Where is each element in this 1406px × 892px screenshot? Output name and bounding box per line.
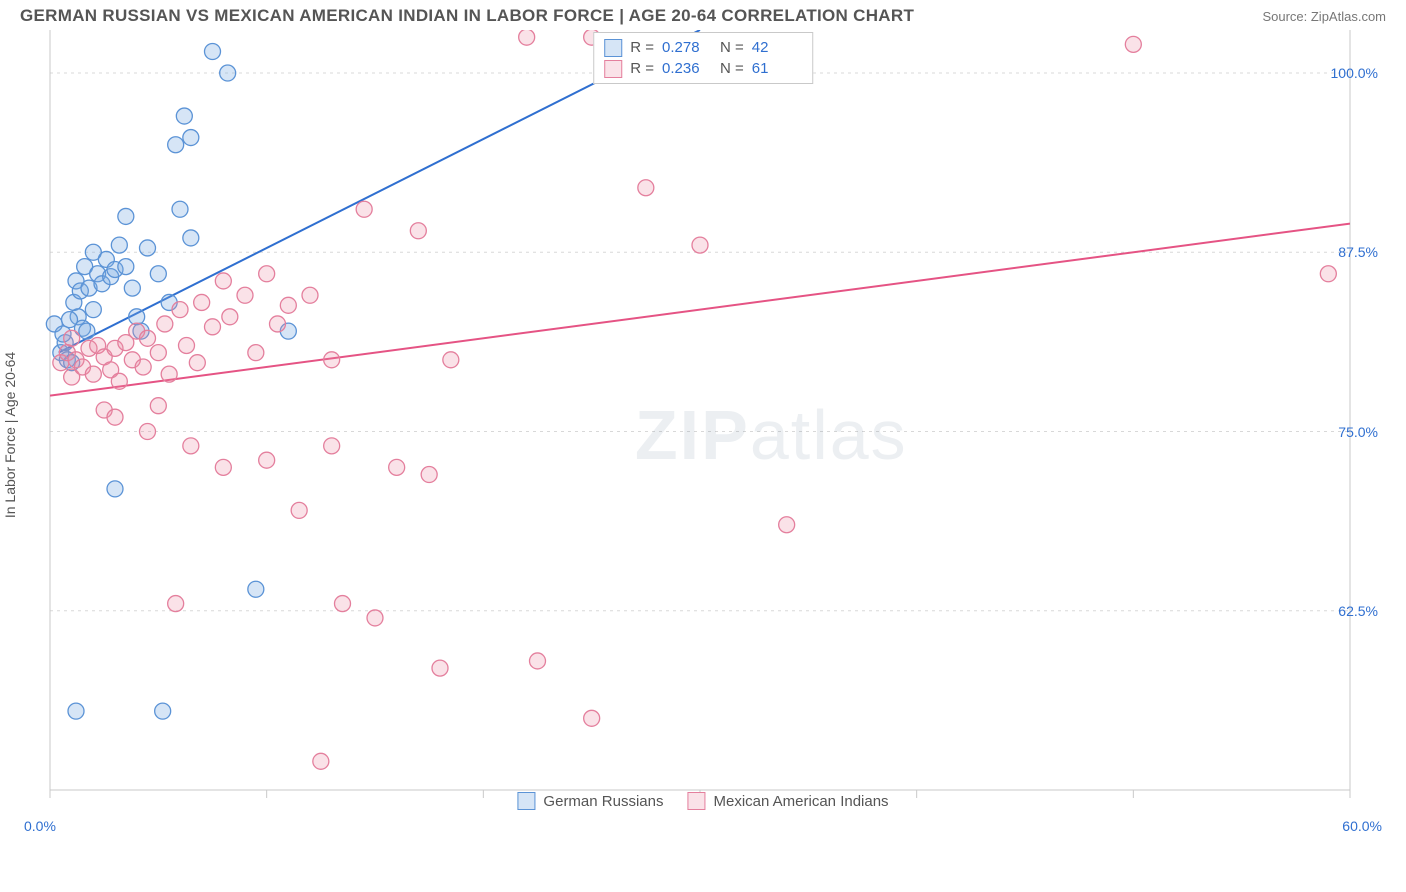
stats-row: R = 0.278 N = 42: [604, 37, 802, 58]
stat-label: N =: [720, 37, 744, 58]
stat-value: 0.236: [662, 58, 712, 79]
x-tick-min: 0.0%: [24, 818, 56, 834]
stat-label: N =: [720, 58, 744, 79]
chart-container: In Labor Force | Age 20-64 62.5%75.0%87.…: [20, 30, 1386, 840]
correlation-stats-box: R = 0.278 N = 42 R = 0.236 N = 61: [593, 32, 813, 84]
series-swatch-1: [604, 60, 622, 78]
stat-label: R =: [630, 58, 654, 79]
stat-value: 61: [752, 58, 802, 79]
y-axis-label: In Labor Force | Age 20-64: [2, 352, 18, 518]
chart-title: GERMAN RUSSIAN VS MEXICAN AMERICAN INDIA…: [20, 6, 914, 26]
legend-item: Mexican American Indians: [687, 792, 888, 810]
x-tick-labels: 0.0% 60.0%: [20, 818, 1386, 834]
y-tick-label: 100.0%: [1331, 65, 1378, 81]
legend: German Russians Mexican American Indians: [517, 792, 888, 810]
legend-swatch-0: [517, 792, 535, 810]
legend-item: German Russians: [517, 792, 663, 810]
legend-label: Mexican American Indians: [713, 793, 888, 810]
y-tick-label: 62.5%: [1338, 603, 1378, 619]
y-tick-label: 87.5%: [1338, 244, 1378, 260]
y-tick-label: 75.0%: [1338, 424, 1378, 440]
chart-header: GERMAN RUSSIAN VS MEXICAN AMERICAN INDIA…: [0, 0, 1406, 30]
stat-value: 42: [752, 37, 802, 58]
stat-value: 0.278: [662, 37, 712, 58]
legend-swatch-1: [687, 792, 705, 810]
legend-label: German Russians: [543, 793, 663, 810]
stats-row: R = 0.236 N = 61: [604, 58, 802, 79]
series-swatch-0: [604, 39, 622, 57]
stat-label: R =: [630, 37, 654, 58]
x-tick-max: 60.0%: [1342, 818, 1382, 834]
chart-source: Source: ZipAtlas.com: [1262, 9, 1386, 24]
scatter-chart: [20, 30, 1386, 840]
